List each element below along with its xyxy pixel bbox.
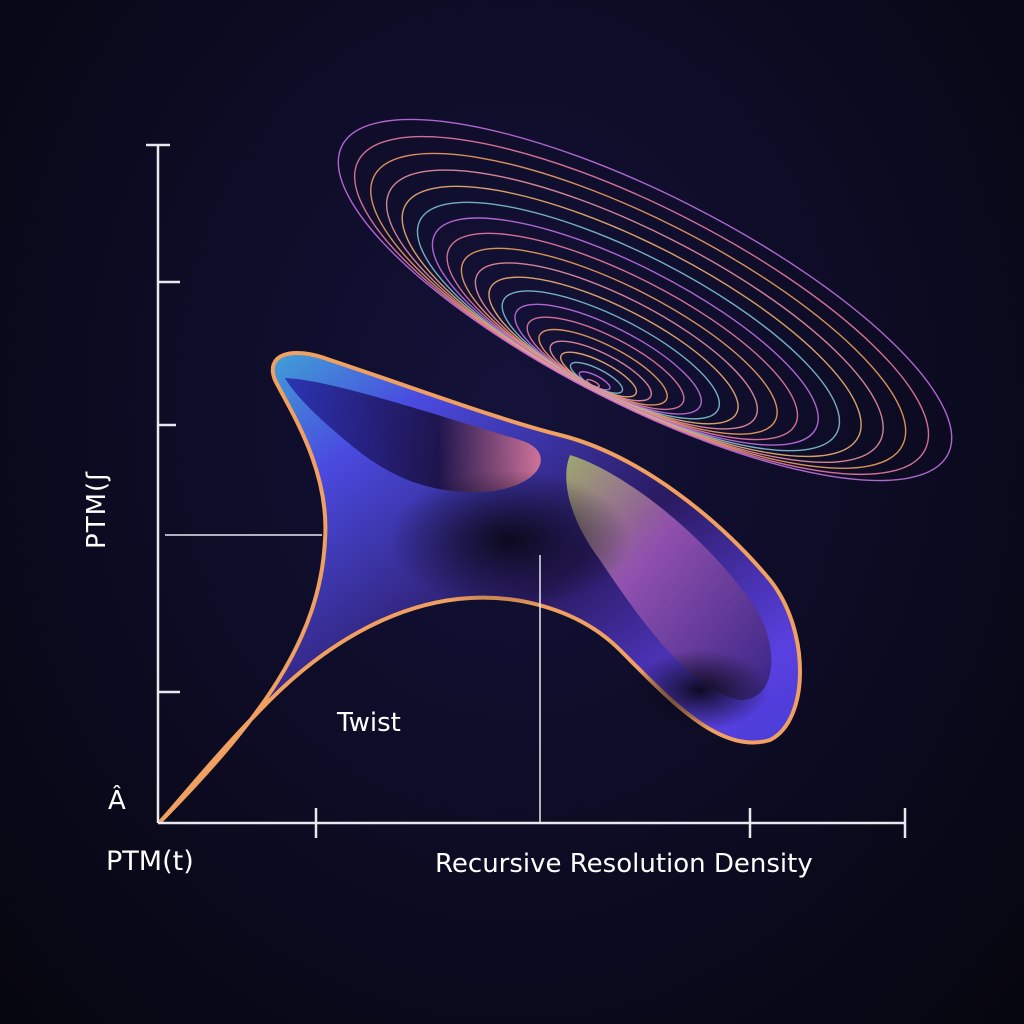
- concentric-ellipses: [337, 118, 953, 482]
- throat-shadow: [390, 470, 630, 610]
- origin-label: Â: [108, 786, 126, 816]
- axes: [146, 143, 907, 838]
- ring-ellipse: [501, 290, 721, 420]
- lobe-shadow: [630, 650, 770, 730]
- y-axis-label: PTM(ʃ: [81, 471, 112, 549]
- x-origin-label: PTM(t): [106, 846, 194, 877]
- twisted-surface: [158, 350, 802, 824]
- x-axis-label: Recursive Resolution Density: [435, 849, 813, 879]
- ring-ellipse: [337, 118, 953, 482]
- ring-ellipse: [514, 303, 702, 415]
- bowl-opening: [285, 378, 541, 493]
- twist-annotation: Twist: [337, 708, 401, 738]
